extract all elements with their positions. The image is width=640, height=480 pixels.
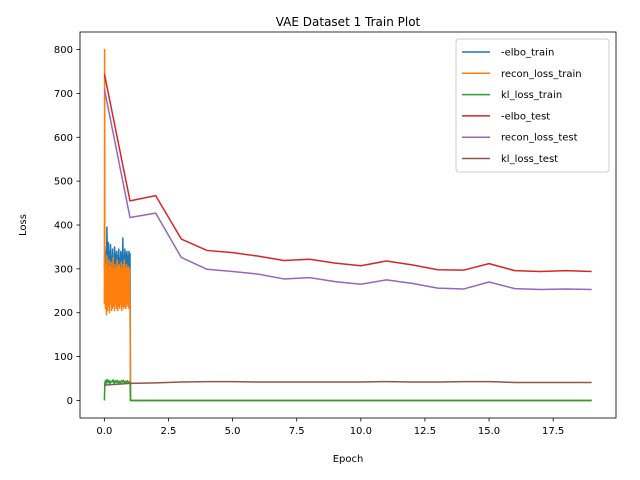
legend-label: kl_loss_test [501, 154, 558, 165]
legend-label: kl_loss_train [501, 90, 562, 101]
y-tick-label: 400 [54, 221, 73, 232]
series-line-elbo-test [103, 73, 592, 273]
legend: -elbo_train recon_loss_train kl_loss_train… [455, 38, 610, 173]
y-tick-label: 800 [54, 45, 73, 56]
legend-label: -elbo_test [501, 111, 550, 122]
series-line-kl-loss-train [103, 378, 592, 402]
x-tick-label: 10.0 [350, 426, 372, 437]
y-tick-label: 500 [54, 177, 73, 188]
plot-area [79, 31, 617, 419]
x-tick-label: 15.0 [478, 426, 500, 437]
chart-title: VAE Dataset 1 Train Plot [276, 15, 421, 29]
x-tick-label: 7.5 [289, 426, 305, 437]
y-axis-label: Loss [18, 214, 29, 236]
y-tick-label: 700 [54, 89, 73, 100]
series-line-kl-loss-test [104, 380, 592, 386]
y-tick-label: 100 [54, 352, 73, 363]
x-tick-label: 0.0 [96, 426, 112, 437]
x-tick-label: 2.5 [161, 426, 177, 437]
x-axis-label: Epoch [333, 454, 364, 465]
legend-label: -elbo_train [501, 48, 554, 59]
y-axis: 0 100 200 300 400 500 600 700 800 [54, 45, 80, 407]
series-line-recon-loss-test [103, 88, 592, 291]
series-layer [103, 48, 592, 402]
legend-label: recon_loss_test [501, 133, 578, 144]
legend-label: recon_loss_train [501, 69, 582, 80]
y-tick-label: 600 [54, 133, 73, 144]
y-tick-label: 300 [54, 264, 73, 275]
x-axis: 0.0 2.5 5.0 7.5 10.0 12.5 15.0 17.5 [96, 418, 564, 437]
x-tick-label: 12.5 [414, 426, 436, 437]
legend-box [455, 38, 610, 173]
x-tick-label: 5.0 [225, 426, 241, 437]
series-line-recon-loss-train [103, 48, 592, 402]
x-tick-label: 17.5 [542, 426, 564, 437]
y-tick-label: 0 [67, 396, 73, 407]
y-tick-label: 200 [54, 308, 73, 319]
